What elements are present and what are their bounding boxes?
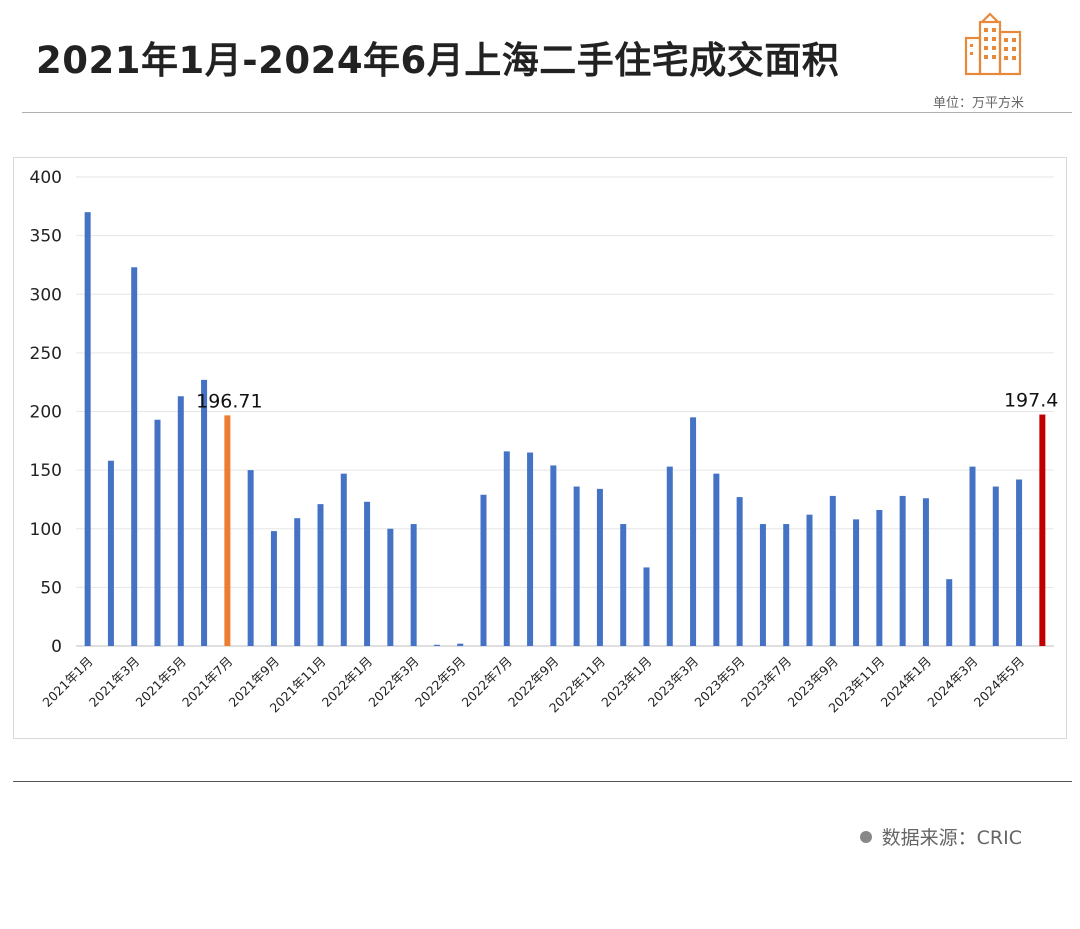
bar <box>247 470 254 646</box>
page-title: 2021年1月-2024年6月上海二手住宅成交面积 <box>36 39 840 82</box>
bar <box>806 514 813 646</box>
bar <box>317 504 324 646</box>
footer-divider <box>13 781 1072 782</box>
y-tick-label: 300 <box>30 285 62 305</box>
bar <box>527 452 534 646</box>
source-text: 数据来源：CRIC <box>881 827 1022 849</box>
bar <box>503 451 510 646</box>
unit-label: 单位：万平方米 <box>932 96 1024 111</box>
bar <box>666 466 673 646</box>
bar <box>270 531 277 646</box>
bar <box>340 473 347 646</box>
y-tick-label: 200 <box>30 403 62 423</box>
bar <box>224 415 231 646</box>
bullet-icon <box>859 830 872 843</box>
bar <box>643 567 650 646</box>
bar <box>1016 479 1023 646</box>
bar <box>899 495 906 646</box>
building-skyline-icon <box>964 12 1022 76</box>
bar <box>177 396 184 646</box>
bar <box>992 486 999 646</box>
x-tick-label: 2024年5月 <box>971 654 1027 710</box>
bar <box>107 460 114 646</box>
source-note: 数据来源：CRIC <box>859 823 1022 850</box>
bar <box>573 486 580 646</box>
bar <box>713 473 720 646</box>
data-label: 197.4 <box>1004 390 1058 412</box>
bar-chart: 0501001502002503003504002021年1月2021年3月20… <box>30 168 1059 716</box>
bar <box>969 466 976 646</box>
bar <box>84 212 91 647</box>
bar <box>620 524 627 646</box>
y-tick-label: 0 <box>51 637 62 657</box>
bar <box>294 518 301 646</box>
bar <box>946 579 953 646</box>
y-tick-label: 350 <box>30 227 62 247</box>
y-tick-label: 400 <box>30 168 62 188</box>
bar <box>876 509 883 646</box>
bar <box>387 528 394 646</box>
data-label: 196.71 <box>196 390 262 412</box>
bar <box>1039 414 1046 646</box>
bar <box>596 488 603 646</box>
y-tick-label: 100 <box>30 520 62 540</box>
bar <box>131 267 138 646</box>
bar <box>154 419 161 646</box>
bar <box>922 498 929 646</box>
bar <box>783 524 790 646</box>
chart-frame: 0 50 100 150 200 250 300 350 400 2021年1月 2021年3月 20… <box>13 157 1067 739</box>
bar <box>690 417 697 646</box>
bar <box>433 644 440 646</box>
bar <box>829 495 836 646</box>
y-tick-label: 150 <box>30 461 62 481</box>
bar <box>853 519 860 646</box>
header-divider <box>22 112 1072 113</box>
bar <box>410 524 417 646</box>
bar <box>550 465 557 646</box>
bar <box>457 643 464 646</box>
bar <box>480 494 487 646</box>
bar <box>364 501 371 646</box>
bar <box>759 524 766 646</box>
bar <box>736 497 743 646</box>
bar <box>201 379 208 646</box>
y-tick-label: 50 <box>40 578 62 598</box>
y-tick-label: 250 <box>30 344 62 364</box>
